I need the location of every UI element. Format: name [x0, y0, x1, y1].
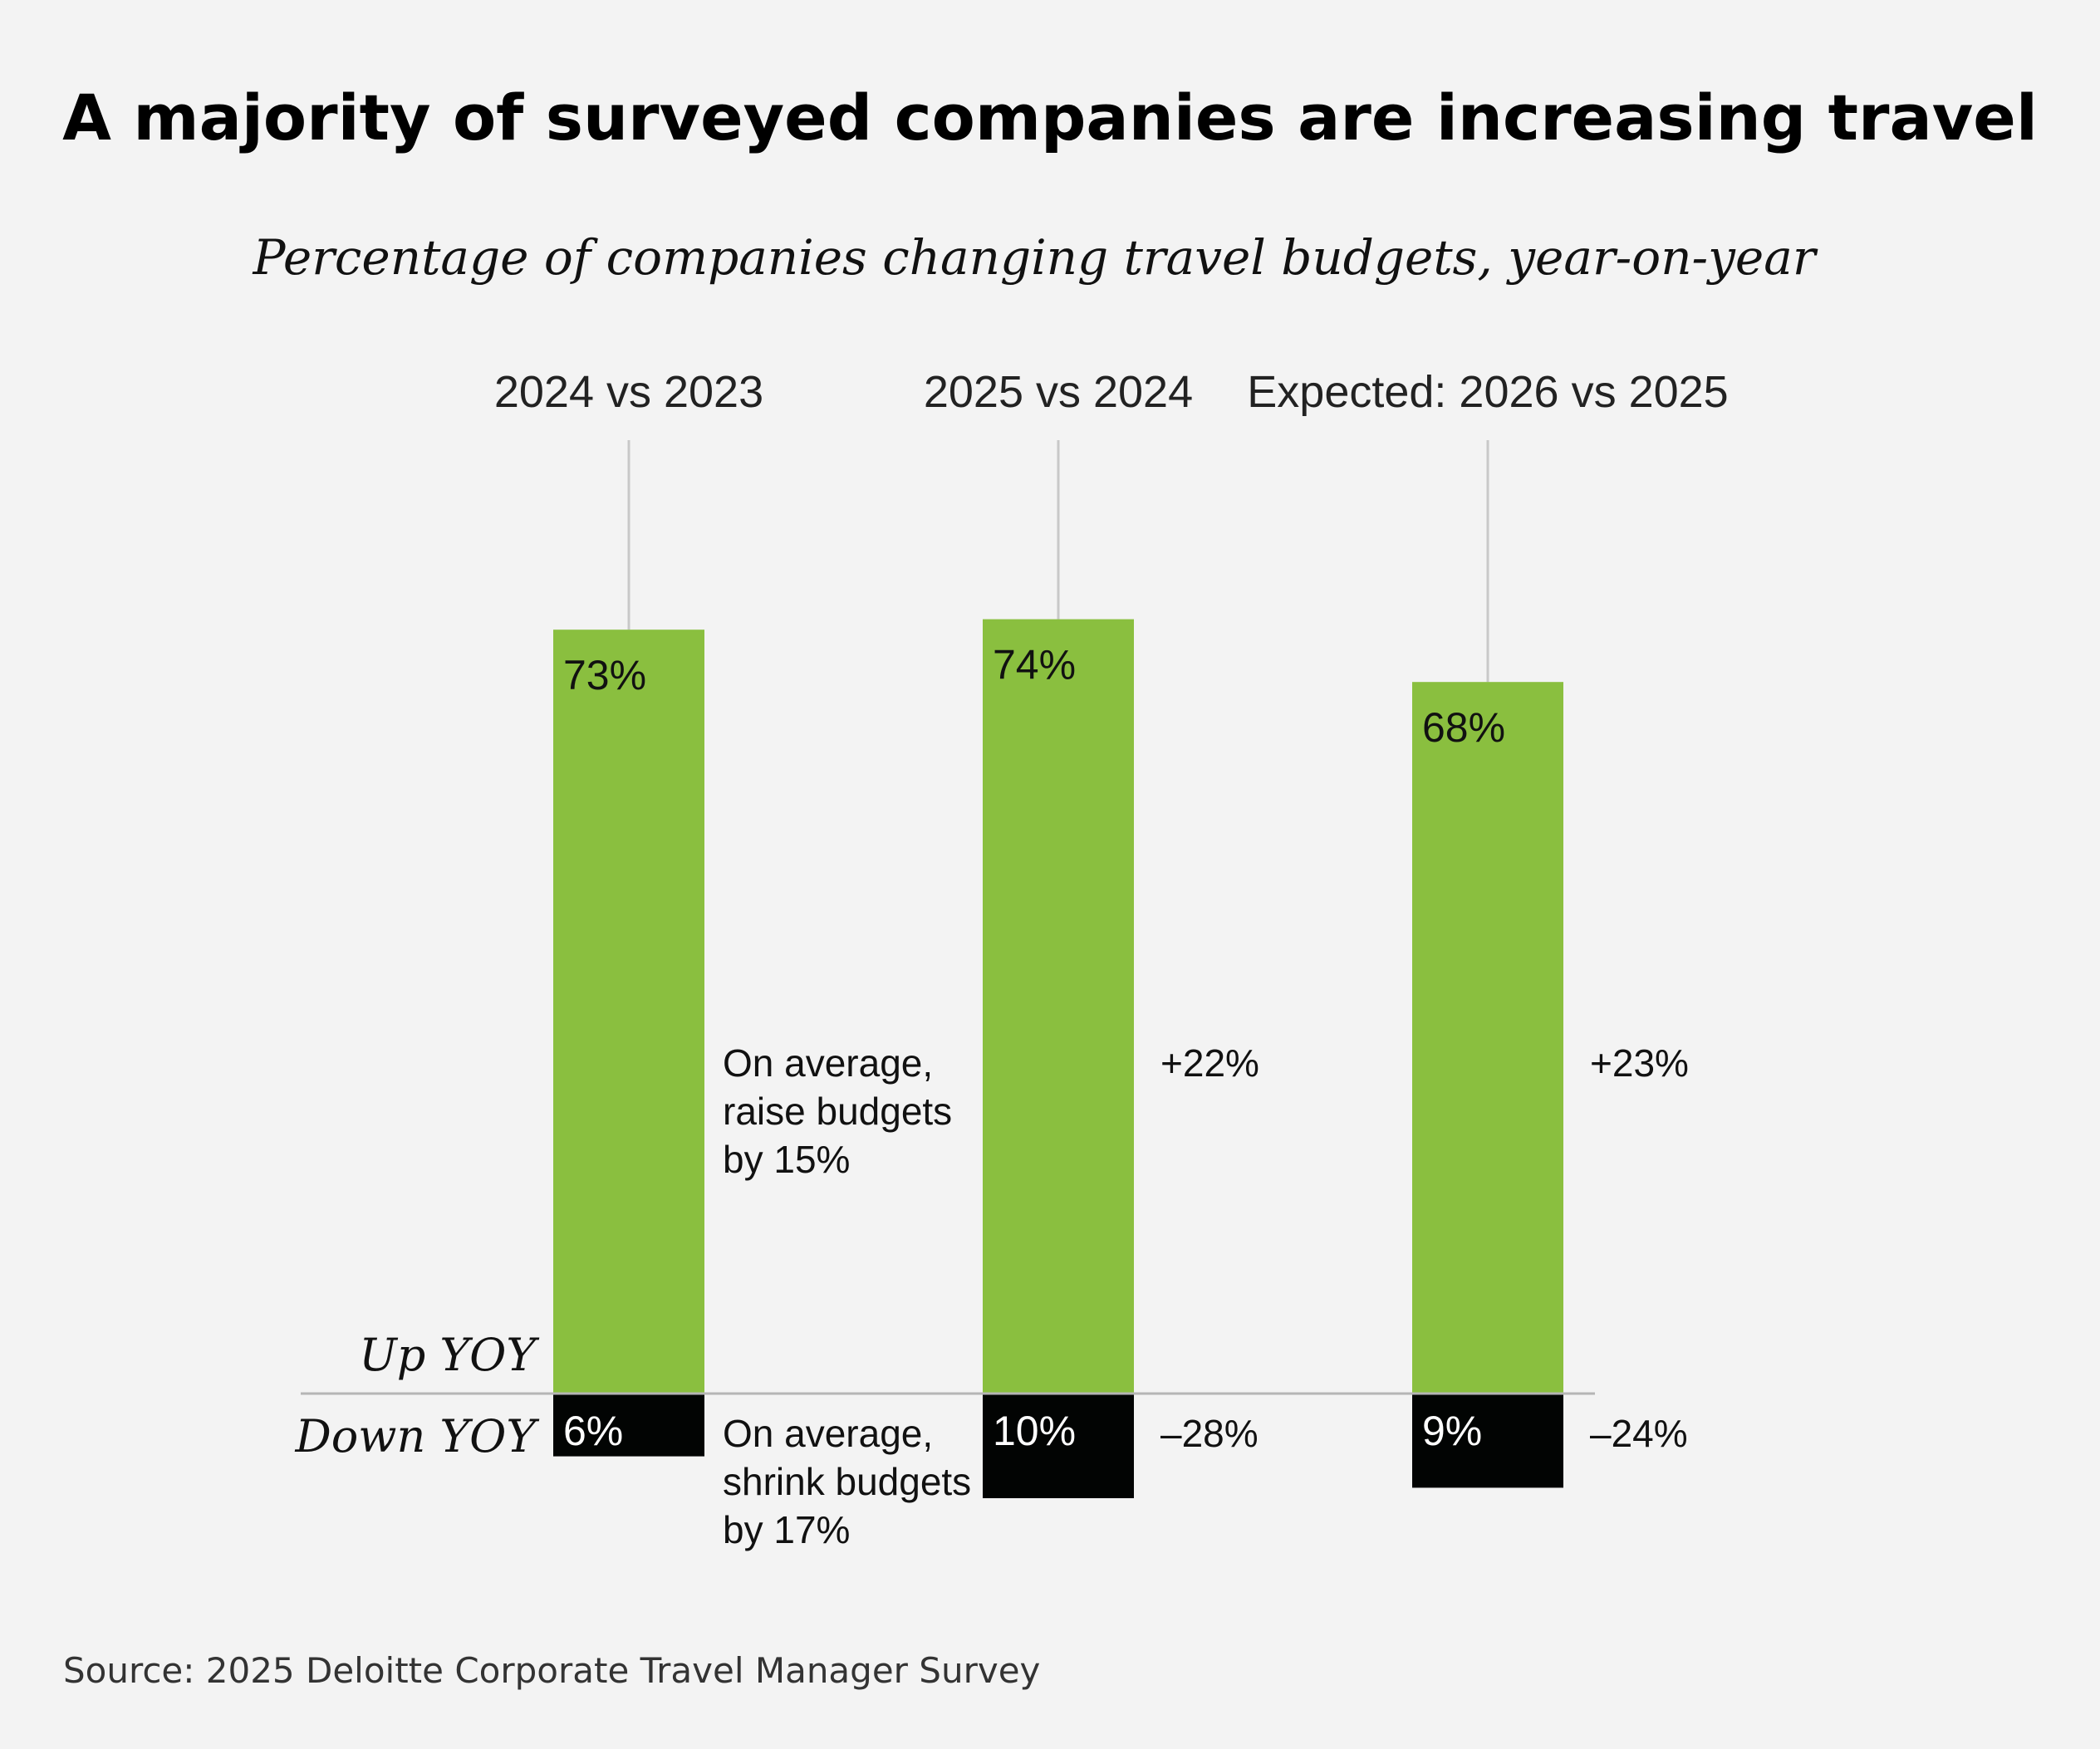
note-up-avg: On average, raise budgets by 15% — [723, 1041, 952, 1181]
note-up-avg: +22% — [1160, 1041, 1259, 1085]
category-label: 2024 vs 2023 — [494, 367, 763, 417]
value-label-up: 68% — [1422, 704, 1505, 751]
category-label: Expected: 2026 vs 2025 — [1247, 367, 1728, 417]
source-note: Source: 2025 Deloitte Corporate Travel M… — [63, 1650, 1040, 1691]
legend-down-yoy: Down YOY — [294, 1410, 539, 1462]
category-labels: 2024 vs 2023 2025 vs 2024 Expected: 2026 v… — [494, 367, 1729, 417]
chart-title: A majority of surveyed companies are inc… — [62, 81, 2038, 154]
value-label-up: 74% — [993, 642, 1076, 688]
bar-down-yoy — [553, 1394, 704, 1457]
bar-down-yoy — [983, 1394, 1134, 1498]
value-label-down: 9% — [1422, 1408, 1482, 1454]
note-down-avg: On average, shrink budgets by 17% — [723, 1412, 971, 1551]
value-label-down: 10% — [993, 1408, 1076, 1454]
note-down-avg: –28% — [1160, 1412, 1259, 1455]
bar-up-yoy — [1412, 682, 1563, 1394]
bar-down-yoy — [1412, 1394, 1563, 1488]
category-stems — [627, 440, 1489, 683]
value-label-down: 6% — [563, 1408, 623, 1454]
note-down-avg: –24% — [1590, 1412, 1688, 1455]
value-label-up: 73% — [563, 652, 646, 698]
average-change-notes: On average, raise budgets by 15% On average… — [723, 1041, 1689, 1551]
category-label: 2025 vs 2024 — [924, 367, 1193, 417]
note-up-avg: +23% — [1590, 1041, 1689, 1085]
chart-subtitle: Percentage of companies changing travel … — [252, 229, 1818, 286]
legend-up-yoy: Up YOY — [359, 1329, 539, 1381]
value-labels: 73% 6% 74% 10% 68% 9% — [563, 642, 1505, 1454]
bar-up-yoy — [983, 619, 1134, 1394]
bars — [553, 619, 1563, 1498]
bar-up-yoy — [553, 630, 704, 1394]
